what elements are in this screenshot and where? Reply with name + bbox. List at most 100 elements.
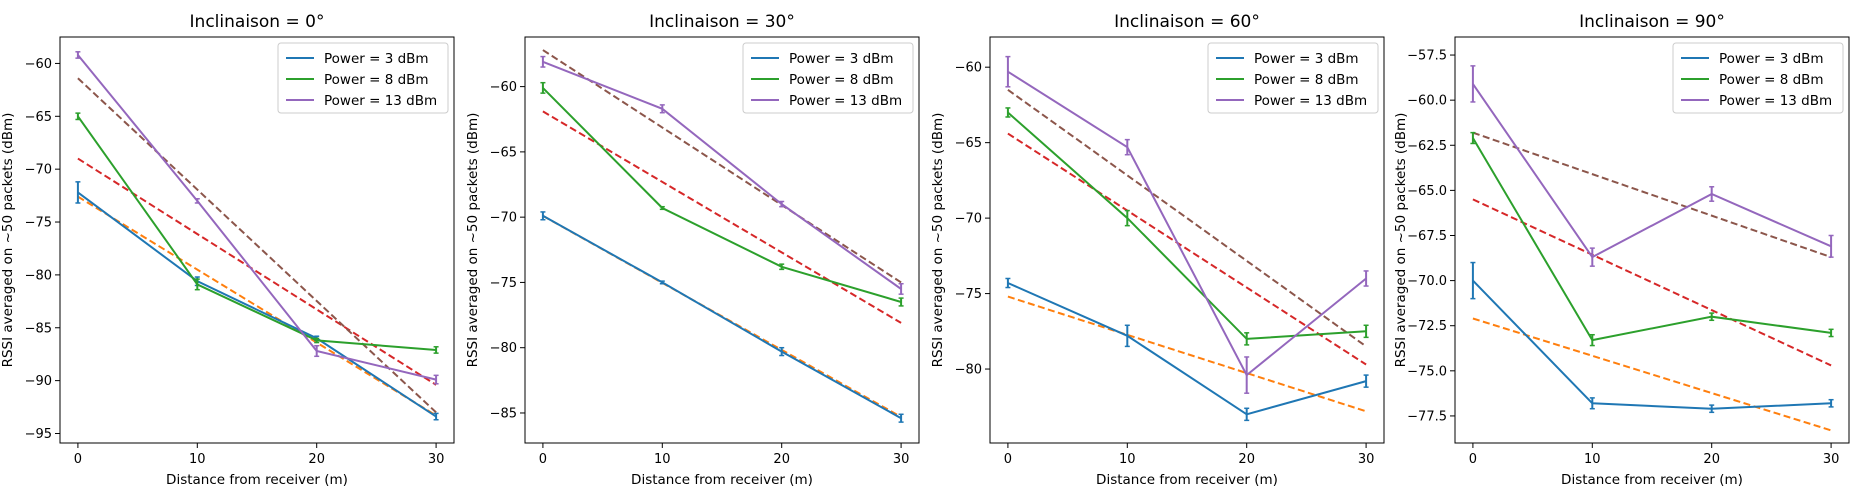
y-tick-label: −70	[25, 163, 52, 178]
x-tick-label: 10	[654, 452, 671, 467]
y-tick-label: −75	[955, 287, 982, 302]
legend-label: Power = 3 dBm	[1719, 51, 1824, 67]
legend: Power = 3 dBm Power = 8 dBm Power = 13 dBm	[1672, 42, 1844, 114]
legend-label: Power = 8 dBm	[1719, 72, 1824, 88]
y-tick-label: −80	[955, 363, 982, 378]
fit-line-2	[77, 77, 437, 414]
y-axis-label: RSSI averaged on ~50 packets (dBm)	[465, 113, 481, 368]
x-tick-label: 0	[1004, 452, 1012, 467]
chart-title: Inclinaison = 30°	[649, 12, 795, 32]
series-line-0	[1007, 282, 1367, 416]
x-axis-label: Distance from receiver (m)	[1561, 472, 1743, 488]
series-line-2	[542, 60, 902, 290]
y-tick-label: −80	[490, 341, 517, 356]
legend-label: Power = 13 dBm	[789, 93, 902, 109]
legend-label: Power = 13 dBm	[1254, 93, 1367, 109]
plot-frame	[1454, 36, 1850, 444]
legend-label: Power = 13 dBm	[324, 93, 437, 109]
legend-label: Power = 13 dBm	[1719, 93, 1832, 109]
chart-panel-1: Inclinaison = 30° 0 10 20 30 −85 −80 −75 −70 −65 −…	[465, 12, 920, 488]
series-line-1	[77, 115, 437, 351]
legend-box	[742, 42, 914, 114]
chart-panel-2: Inclinaison = 60° 0 10 20 30 −80 −75 −70 −65 −60 D…	[930, 12, 1385, 488]
y-tick-label: −65	[955, 136, 982, 151]
fit-line-1	[1472, 198, 1832, 367]
fit-line-0	[1007, 295, 1367, 413]
fit-line-1	[1007, 132, 1367, 366]
x-axis-label: Distance from receiver (m)	[1096, 472, 1278, 488]
x-tick-label: 10	[189, 452, 206, 467]
fit-line-2	[1007, 89, 1367, 348]
y-tick-label: −85	[490, 406, 517, 421]
legend: Power = 3 dBm Power = 8 dBm Power = 13 dBm	[742, 42, 914, 114]
y-tick-label: −60	[490, 80, 517, 95]
fit-line-2	[542, 49, 902, 284]
y-tick-label: −57.5	[1407, 49, 1447, 64]
series-line-0	[1472, 279, 1832, 410]
y-tick-label: −67.5	[1407, 229, 1447, 244]
x-tick-label: 20	[1703, 452, 1720, 467]
x-axis-label: Distance from receiver (m)	[166, 472, 348, 488]
x-tick-label: 30	[428, 452, 445, 467]
x-tick-label: 10	[1119, 452, 1136, 467]
x-tick-label: 30	[893, 452, 910, 467]
series-line-1	[1007, 111, 1367, 340]
plot-frame	[524, 36, 920, 444]
series-line-2	[77, 54, 437, 381]
plot-frame	[59, 36, 455, 444]
legend-label: Power = 8 dBm	[324, 72, 429, 88]
y-tick-label: −90	[25, 374, 52, 389]
series-line-2	[1472, 83, 1832, 259]
y-tick-label: −80	[25, 268, 52, 283]
x-tick-label: 30	[1358, 452, 1375, 467]
x-axis-label: Distance from receiver (m)	[631, 472, 813, 488]
y-tick-label: −60	[955, 61, 982, 76]
chart-title: Inclinaison = 0°	[190, 12, 325, 32]
legend-label: Power = 3 dBm	[324, 51, 429, 67]
y-tick-label: −60.0	[1407, 94, 1447, 109]
y-tick-label: −75	[25, 216, 52, 231]
x-tick-label: 0	[1469, 452, 1477, 467]
legend-box	[1207, 42, 1379, 114]
x-tick-label: 20	[1238, 452, 1255, 467]
y-tick-label: −70	[955, 212, 982, 227]
y-tick-label: −65.0	[1407, 184, 1447, 199]
y-axis-label: RSSI averaged on ~50 packets (dBm)	[930, 113, 946, 368]
x-tick-label: 10	[1584, 452, 1601, 467]
legend-label: Power = 3 dBm	[789, 51, 894, 67]
legend-box	[277, 42, 449, 114]
legend-label: Power = 8 dBm	[789, 72, 894, 88]
x-tick-label: 30	[1823, 452, 1840, 467]
y-tick-label: −60	[25, 57, 52, 72]
y-tick-label: −95	[25, 427, 52, 442]
y-tick-label: −65	[25, 110, 52, 125]
y-axis-label: RSSI averaged on ~50 packets (dBm)	[1393, 113, 1409, 368]
y-tick-label: −75	[490, 276, 517, 291]
fit-line-0	[77, 195, 437, 417]
chart-panel-0: Inclinaison = 0° 0 10 20 30 −95 −90 −85 −80 −75 −7…	[0, 12, 455, 488]
y-tick-label: −70	[490, 211, 517, 226]
chart-title: Inclinaison = 60°	[1114, 12, 1260, 32]
x-tick-label: 0	[74, 452, 82, 467]
chart-title: Inclinaison = 90°	[1579, 12, 1725, 32]
chart-panel-3: Inclinaison = 90° 0 10 20 30 −77.5 −75.0 −72.5 −…	[1393, 12, 1850, 488]
legend-box	[1672, 42, 1844, 114]
legend: Power = 3 dBm Power = 8 dBm Power = 13 dBm	[1207, 42, 1379, 114]
x-tick-label: 0	[539, 452, 547, 467]
series-line-2	[1007, 70, 1367, 377]
x-tick-label: 20	[308, 452, 325, 467]
legend-label: Power = 8 dBm	[1254, 72, 1359, 88]
y-axis-label: RSSI averaged on ~50 packets (dBm)	[0, 113, 16, 368]
plot-frame	[989, 36, 1385, 444]
y-tick-label: −77.5	[1407, 409, 1447, 424]
y-tick-label: −62.5	[1407, 139, 1447, 154]
series-line-0	[77, 191, 437, 418]
y-tick-label: −72.5	[1407, 319, 1447, 334]
fit-line-2	[1472, 131, 1832, 259]
legend-label: Power = 3 dBm	[1254, 51, 1359, 67]
y-tick-label: −65	[490, 145, 517, 160]
series-line-0	[542, 214, 902, 420]
legend: Power = 3 dBm Power = 8 dBm Power = 13 dBm	[277, 42, 449, 114]
series-line-1	[1472, 137, 1832, 342]
